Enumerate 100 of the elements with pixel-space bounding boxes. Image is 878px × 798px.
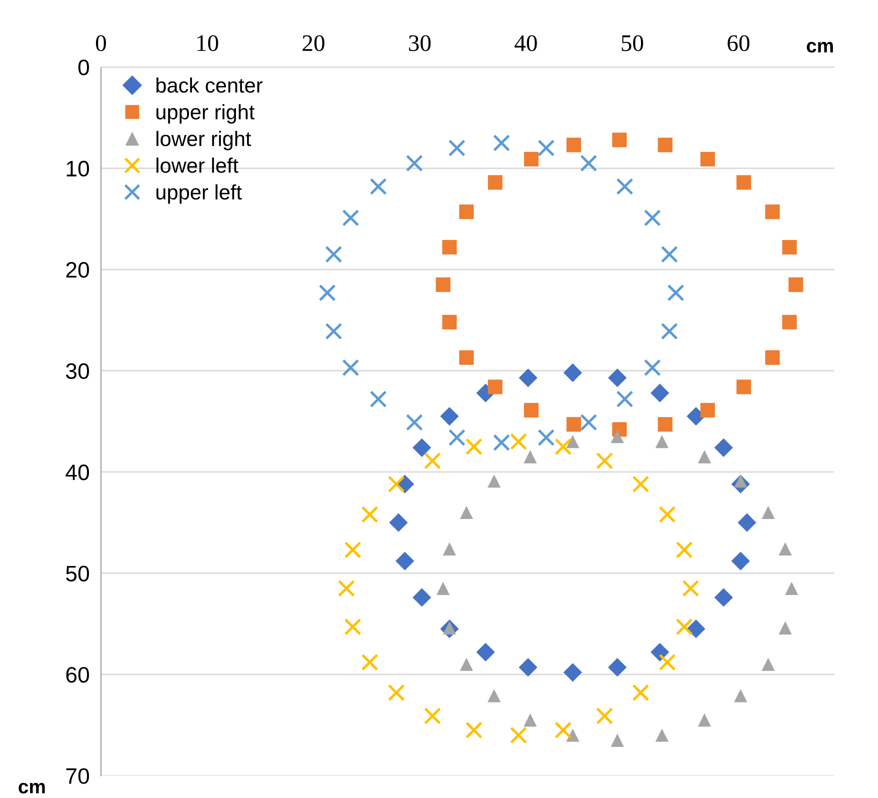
point — [566, 417, 582, 432]
point — [436, 277, 450, 292]
point — [406, 414, 423, 431]
point — [488, 689, 501, 702]
point — [424, 452, 442, 470]
point — [563, 363, 582, 382]
point — [338, 580, 355, 597]
point — [714, 438, 733, 457]
point — [782, 240, 797, 255]
point — [361, 654, 378, 671]
point — [342, 359, 360, 376]
point — [442, 314, 457, 330]
point — [765, 350, 780, 365]
point — [442, 240, 457, 255]
y-tick-label: 70 — [66, 768, 89, 784]
point — [738, 513, 756, 532]
point — [698, 713, 712, 727]
point — [325, 322, 342, 340]
point — [396, 552, 414, 570]
x-axis-title: cm — [806, 42, 833, 53]
legend-label: lower right — [156, 130, 252, 150]
point — [676, 618, 693, 636]
point — [361, 506, 378, 524]
point — [476, 642, 495, 662]
point — [563, 663, 582, 682]
legend-label: lower left — [156, 158, 238, 173]
point — [616, 178, 634, 196]
point — [650, 642, 670, 662]
point — [344, 541, 362, 558]
point — [538, 429, 555, 446]
point — [580, 414, 598, 431]
point — [700, 402, 715, 418]
point — [459, 204, 474, 220]
point — [510, 433, 528, 450]
point — [448, 429, 466, 446]
point — [788, 277, 804, 292]
point — [762, 506, 775, 520]
point — [700, 152, 715, 166]
y-tick-label: 50 — [66, 566, 89, 582]
point — [510, 726, 528, 744]
point — [412, 438, 432, 457]
point — [518, 658, 538, 677]
point — [655, 728, 669, 742]
point — [660, 246, 678, 263]
point — [406, 154, 423, 172]
y-tick-label: 30 — [66, 363, 89, 379]
point — [566, 728, 580, 742]
point — [318, 284, 336, 302]
point — [465, 722, 482, 739]
point — [580, 154, 598, 172]
point — [616, 390, 634, 408]
point — [734, 689, 748, 702]
point — [440, 406, 459, 426]
point — [370, 178, 387, 196]
point — [610, 430, 624, 444]
point — [524, 152, 539, 166]
point — [667, 284, 684, 302]
point — [493, 134, 510, 152]
point — [650, 384, 670, 402]
point — [736, 380, 752, 394]
y-tick-label: 20 — [66, 262, 89, 278]
point — [658, 654, 676, 671]
point — [596, 707, 614, 724]
point — [538, 139, 555, 157]
point — [460, 658, 474, 671]
point — [632, 476, 650, 493]
point — [736, 175, 752, 190]
point — [612, 132, 627, 148]
point — [762, 658, 775, 671]
point — [566, 138, 582, 152]
point — [686, 620, 706, 638]
point — [785, 582, 798, 595]
legend-label: upper right — [156, 104, 255, 124]
point — [765, 204, 780, 220]
point — [493, 434, 510, 452]
point — [658, 417, 672, 432]
point — [632, 684, 650, 702]
point — [442, 542, 456, 556]
point — [682, 580, 700, 597]
point — [370, 390, 387, 408]
point — [388, 684, 405, 702]
point — [610, 734, 624, 747]
point — [658, 138, 672, 152]
point — [608, 658, 627, 677]
point — [566, 435, 580, 448]
x-tick-label: 10 — [197, 35, 218, 52]
point — [644, 359, 661, 376]
legend-label: back center — [156, 77, 262, 93]
point — [554, 722, 572, 739]
point — [698, 450, 712, 464]
point — [412, 588, 432, 607]
y-tick-label: 0 — [78, 60, 89, 76]
point — [488, 175, 502, 190]
point — [342, 209, 360, 226]
y-tick-label: 40 — [66, 464, 89, 480]
x-tick-label: 60 — [728, 35, 750, 52]
point — [344, 618, 362, 636]
point — [644, 209, 661, 226]
x-tick-label: 30 — [409, 35, 431, 52]
point — [518, 368, 538, 388]
